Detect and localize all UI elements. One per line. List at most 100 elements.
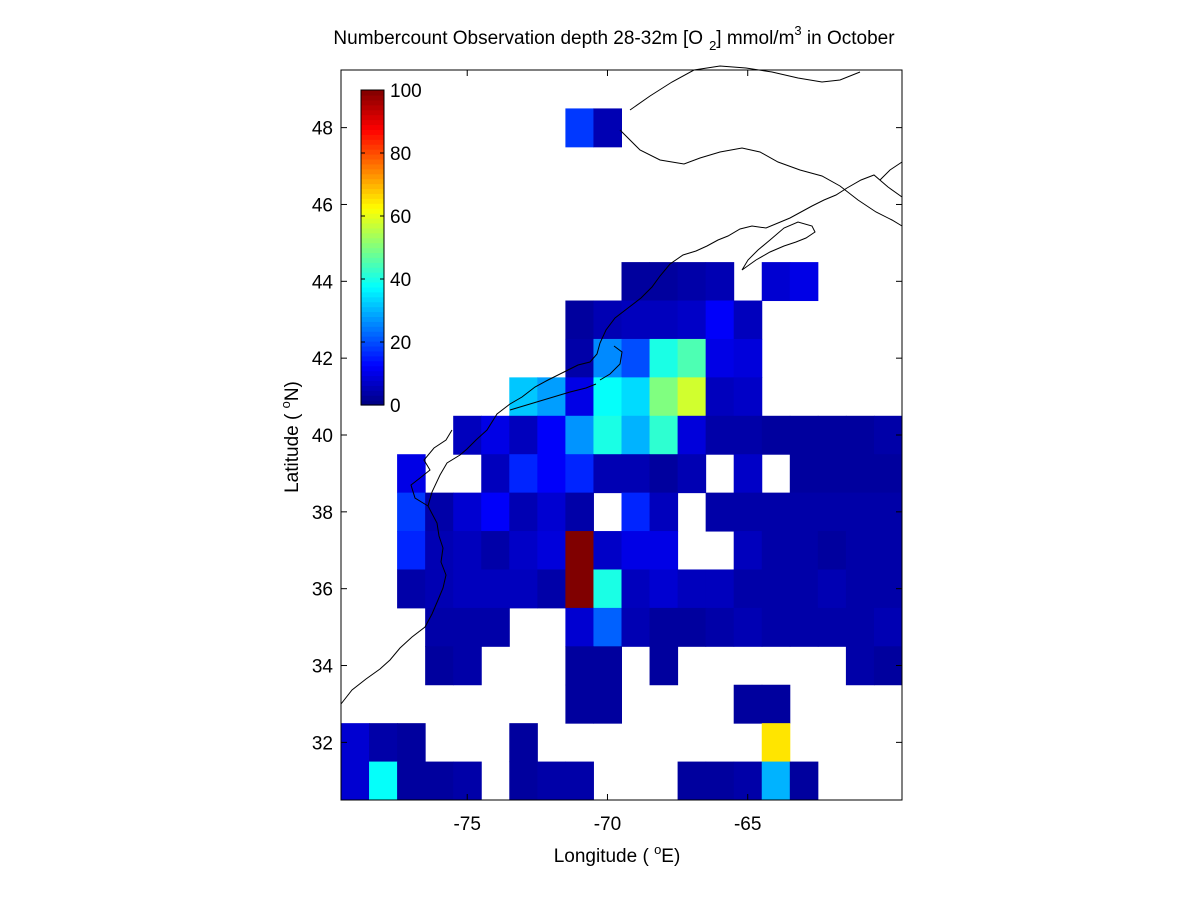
colorbar-segment xyxy=(361,355,384,362)
heatmap-cell xyxy=(733,377,763,417)
heatmap-cell xyxy=(733,454,763,494)
heatmap-cell xyxy=(845,454,875,494)
heatmap-cell xyxy=(845,569,875,609)
coastline-chesapeake xyxy=(410,429,453,507)
colorbar-segment xyxy=(361,90,384,96)
heatmap-cell xyxy=(845,531,875,570)
colorbar-tick-label: 0 xyxy=(390,396,401,417)
colorbar-segment xyxy=(361,203,384,209)
colorbar-segment xyxy=(361,163,384,170)
heatmap-cell xyxy=(593,454,622,494)
heatmap-cell xyxy=(537,454,566,494)
heatmap-cell xyxy=(397,569,426,609)
heatmap-cell xyxy=(481,531,510,570)
heatmap-cell xyxy=(509,531,538,570)
colorbar-segment xyxy=(361,365,384,372)
heatmap-cell xyxy=(733,607,763,647)
heatmap-cell xyxy=(705,569,735,609)
heatmap-cell xyxy=(789,454,819,494)
colorbar-tick-label: 20 xyxy=(390,333,411,354)
heatmap-cell xyxy=(425,569,454,609)
heatmap-cell xyxy=(621,492,651,532)
heatmap-cell xyxy=(537,761,566,801)
heatmap-cell xyxy=(761,531,791,570)
heatmap-cell xyxy=(621,454,651,494)
heatmap-cell xyxy=(761,415,791,455)
heatmap-cell xyxy=(789,492,819,532)
heatmap-cell xyxy=(565,338,594,378)
colorbar-segment xyxy=(361,198,384,204)
heatmap-cell xyxy=(481,492,510,532)
heatmap-cell xyxy=(705,761,735,801)
heatmap-cell xyxy=(705,377,735,417)
colorbar-segment xyxy=(361,380,384,386)
heatmap-cell xyxy=(677,607,707,647)
heatmap-cell xyxy=(817,569,847,609)
heatmap-cell xyxy=(677,761,707,801)
colorbar-segment xyxy=(361,385,384,391)
heatmap-cell xyxy=(761,684,791,724)
heatmap-cell xyxy=(593,108,622,148)
heatmap-cell xyxy=(649,454,679,494)
heatmap-cell xyxy=(789,262,819,302)
heatmap-cell xyxy=(453,569,482,609)
heatmap-cells xyxy=(341,108,903,801)
y-tick-label: 40 xyxy=(312,426,333,447)
x-axis-title: Longitude ( oE) xyxy=(554,842,681,867)
colorbar-segment xyxy=(361,291,384,298)
colorbar-segment xyxy=(361,173,384,180)
colorbar-segment xyxy=(361,311,384,318)
colorbar-segment xyxy=(361,144,384,150)
heatmap-cell xyxy=(593,377,622,417)
colorbar-segment xyxy=(361,227,384,234)
heatmap-cell xyxy=(817,492,847,532)
colorbar-segment xyxy=(361,153,384,160)
heatmap-cell xyxy=(649,377,679,417)
heatmap-cell xyxy=(761,492,791,532)
heatmap-cell xyxy=(537,569,566,609)
y-tick-label: 42 xyxy=(312,349,333,370)
colorbar-segment xyxy=(361,326,384,332)
heatmap-cell xyxy=(705,415,735,455)
colorbar-segment xyxy=(361,301,384,308)
heatmap-cell xyxy=(593,415,622,455)
colorbar-segment xyxy=(361,321,384,327)
colorbar-segment xyxy=(361,247,384,254)
coastline-cape-cod xyxy=(599,345,623,381)
heatmap-cell xyxy=(509,761,538,801)
heatmap-cell xyxy=(593,607,622,647)
heatmap-cell xyxy=(453,646,482,686)
heatmap-cell xyxy=(537,492,566,532)
colorbar-segment xyxy=(361,94,384,101)
heatmap-cell xyxy=(677,569,707,609)
colorbar-segment xyxy=(361,267,384,273)
colorbar-segment xyxy=(361,158,384,165)
y-tick-label: 32 xyxy=(312,733,333,754)
colorbar-segment xyxy=(361,129,384,135)
heatmap-cell xyxy=(705,492,735,532)
colorbar-segment xyxy=(361,262,384,268)
coastline-nova-scotia xyxy=(741,221,816,271)
heatmap-cell xyxy=(649,531,679,570)
axes: -75 -70 -65 32 34 36 38 40 42 44 46 48 xyxy=(312,70,902,835)
colorbar-segment xyxy=(361,336,384,342)
heatmap-cell xyxy=(649,338,679,378)
colorbar-tick-label: 100 xyxy=(390,81,422,102)
y-tick-label: 46 xyxy=(312,195,333,216)
heatmap-cell xyxy=(649,415,679,455)
heatmap-cell xyxy=(425,492,454,532)
heatmap-cell xyxy=(621,569,651,609)
y-tick-label: 44 xyxy=(312,272,334,293)
heatmap-cell xyxy=(733,531,763,570)
colorbar-segment xyxy=(361,99,384,106)
y-tick-label: 38 xyxy=(312,503,333,524)
heatmap-cell xyxy=(565,684,594,724)
colorbar-segment xyxy=(361,375,384,381)
heatmap-cell xyxy=(593,338,622,378)
colorbar-tick-label: 60 xyxy=(390,207,411,228)
x-tick-label: -75 xyxy=(453,814,480,835)
y-tick-label: 36 xyxy=(312,580,333,601)
heatmap-cell xyxy=(705,607,735,647)
heatmap-cell xyxy=(873,531,903,570)
colorbar-segment xyxy=(361,331,384,337)
